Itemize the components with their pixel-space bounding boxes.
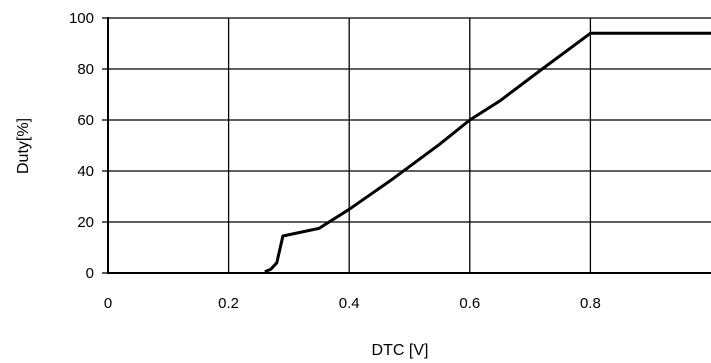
x-tick-label-0: 0 — [104, 295, 112, 312]
y-tick-label-5: 100 — [69, 10, 94, 27]
y-tick-label-2: 40 — [77, 163, 94, 180]
y-tick-label-1: 20 — [77, 214, 94, 231]
plot-series — [264, 31, 711, 274]
x-tick-label-4: 0.8 — [580, 295, 601, 312]
series-line-0 — [264, 31, 711, 274]
y-tick-label-0: 0 — [86, 265, 94, 282]
x-axis-label: DTC [V] — [372, 342, 429, 359]
x-tick-label-1: 0.2 — [218, 295, 239, 312]
y-axis-label: Duty[%] — [15, 118, 32, 174]
x-tick-label-2: 0.4 — [339, 295, 360, 312]
y-tick-label-4: 80 — [77, 61, 94, 78]
y-tick-label-3: 60 — [77, 112, 94, 129]
plot-frame — [102, 17, 711, 274]
x-tick-label-3: 0.6 — [459, 295, 480, 312]
grid-lines — [108, 17, 711, 273]
tick-labels: 0 0.2 0.4 0.6 0.8 0 20 40 60 80 100 — [69, 10, 601, 312]
